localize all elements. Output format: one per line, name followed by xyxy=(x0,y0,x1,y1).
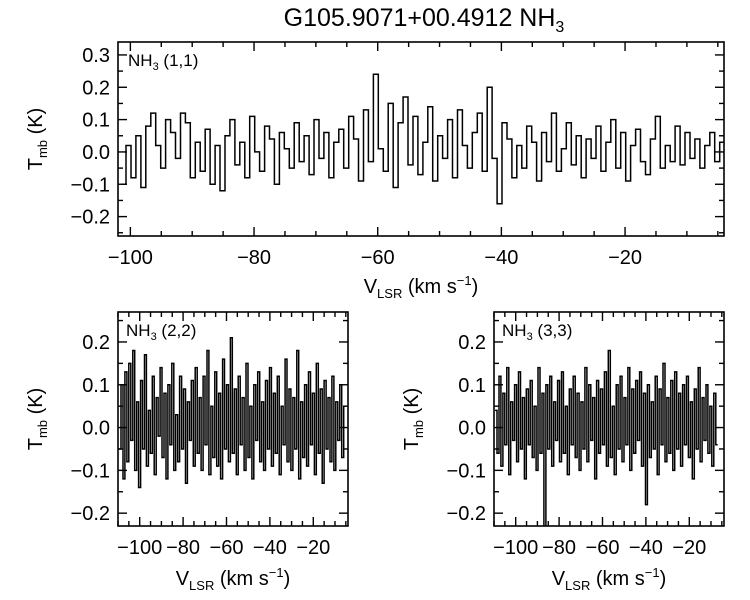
y-tick-label-nh3-11: −0.1 xyxy=(71,174,110,196)
figure-title: G105.9071+00.4912 NH3 xyxy=(284,4,565,36)
panel-label-nh3-22: NH3 (2,2) xyxy=(126,321,196,343)
y-ticks-nh3-33: −0.2 −0.1 0.0 0.1 0.2 xyxy=(447,319,724,525)
x-tick-label-nh3-33: −80 xyxy=(542,537,576,559)
y-tick-label-nh3-11: 0.0 xyxy=(82,142,110,164)
panel-label-nh3-11: NH3 (1,1) xyxy=(128,51,198,73)
y-tick-label-nh3-22: −0.1 xyxy=(71,460,110,482)
y-tick-label-nh3-33: −0.1 xyxy=(447,460,486,482)
y-tick-label-nh3-11: 0.1 xyxy=(82,110,110,132)
x-tick-label-nh3-22: −20 xyxy=(296,537,330,559)
y-tick-label-nh3-22: 0.2 xyxy=(82,332,110,354)
x-ticks-nh3-22: −100 −80 −60 −40 −20 xyxy=(117,312,347,559)
y-ticks-nh3-22: −0.2 −0.1 0.0 0.1 0.2 xyxy=(71,319,348,525)
x-tick-label-nh3-11: −20 xyxy=(608,247,642,269)
x-tick-label-nh3-11: −60 xyxy=(361,247,395,269)
spectrum-trace-nh3-11 xyxy=(121,73,724,205)
spectrum-trace-nh3-33 xyxy=(495,349,718,526)
spectrum-trace-nh3-22 xyxy=(119,336,346,489)
panel-nh3-22-frame xyxy=(117,311,349,527)
x-tick-label-nh3-22: −40 xyxy=(253,537,287,559)
x-tick-label-nh3-33: −100 xyxy=(493,537,538,559)
y-tick-label-nh3-33: 0.1 xyxy=(458,375,486,397)
y-tick-label-nh3-11: −0.2 xyxy=(71,207,110,229)
x-ticks-nh3-33: −100 −80 −60 −40 −20 xyxy=(493,312,723,559)
y-tick-label-nh3-22: −0.2 xyxy=(71,503,110,525)
panel-nh3-11-frame xyxy=(117,41,725,237)
x-axis-label-nh3-33: VLSR (km s−1) xyxy=(552,565,667,593)
panel-nh3-22: −100 −80 −60 −40 −20 −0.2 −0.1 0.0 0.1 0.2 NH3 (… xyxy=(25,311,349,593)
x-axis-label-nh3-22: VLSR (km s−1) xyxy=(176,565,291,593)
y-tick-label-nh3-33: 0.2 xyxy=(458,332,486,354)
y-tick-label-nh3-11: 0.2 xyxy=(82,77,110,99)
x-axis-label-nh3-11: VLSR (km s−1) xyxy=(364,273,479,301)
figure-title-sub: 3 xyxy=(555,19,564,36)
panel-nh3-33-frame xyxy=(493,311,725,527)
panel-nh3-33: −100 −80 −60 −40 −20 −0.2 −0.1 0.0 0.1 0.2 NH3 (… xyxy=(401,311,725,593)
x-tick-label-nh3-22: −80 xyxy=(166,537,200,559)
y-axis-label-nh3-11: Tmb (K) xyxy=(25,108,50,171)
x-tick-label-nh3-22: −60 xyxy=(210,537,244,559)
x-tick-label-nh3-33: −40 xyxy=(629,537,663,559)
y-tick-label-nh3-22: 0.1 xyxy=(82,375,110,397)
x-tick-label-nh3-33: −20 xyxy=(672,537,706,559)
x-tick-label-nh3-11: −80 xyxy=(237,247,271,269)
y-tick-label-nh3-33: 0.0 xyxy=(458,418,486,440)
y-ticks-nh3-11: −0.2 −0.1 0.0 0.1 0.2 0.3 xyxy=(71,45,724,234)
figure-title-main: G105.9071+00.4912 NH xyxy=(284,4,556,32)
x-tick-label-nh3-11: −100 xyxy=(108,247,153,269)
x-tick-label-nh3-33: −60 xyxy=(586,537,620,559)
panel-label-nh3-33: NH3 (3,3) xyxy=(502,321,572,343)
panel-nh3-11: −100 −80 −60 −40 −20 −0.2 −0.1 0.0 0.1 0.2 0.3 NH… xyxy=(25,41,725,301)
x-ticks-nh3-11: −100 −80 −60 −40 −20 xyxy=(108,42,719,269)
y-tick-label-nh3-22: 0.0 xyxy=(82,418,110,440)
x-tick-label-nh3-22: −100 xyxy=(117,537,162,559)
y-axis-label-nh3-22: Tmb (K) xyxy=(25,388,50,451)
x-tick-label-nh3-11: −40 xyxy=(484,247,518,269)
y-tick-label-nh3-33: −0.2 xyxy=(447,503,486,525)
y-tick-label-nh3-11: 0.3 xyxy=(82,45,110,67)
y-axis-label-nh3-33: Tmb (K) xyxy=(401,388,426,451)
